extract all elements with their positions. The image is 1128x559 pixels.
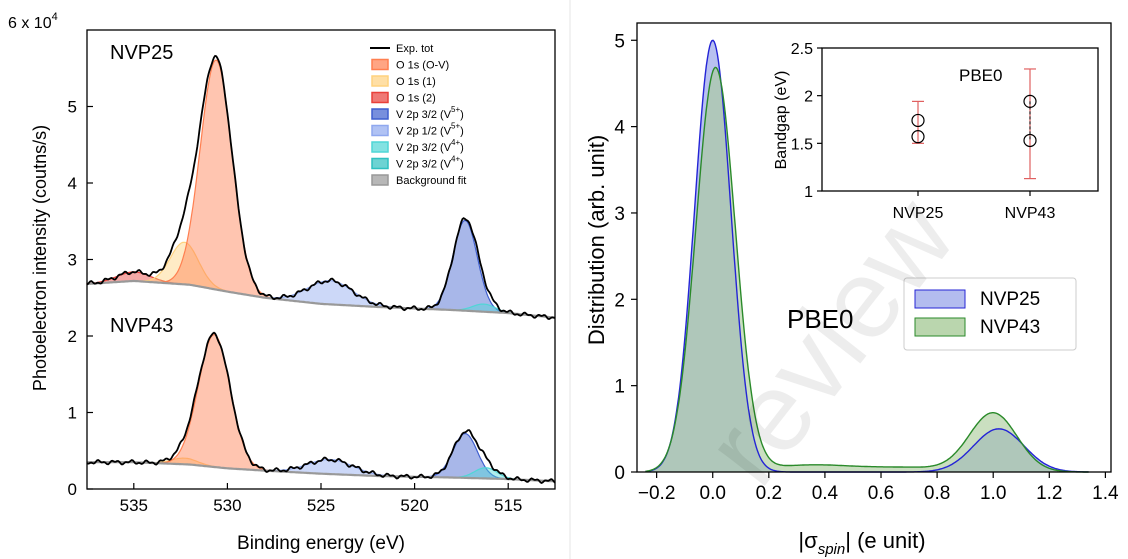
distribution-y-tick-label: 1 [614,377,625,398]
xps-exp-total-nvp25 [86,54,556,320]
xps-panel: 535 530 525 520 515 0 1 2 3 4 5 6 x 104 Binding e… [8,11,556,554]
xps-x-tick-label: 515 [494,496,522,515]
xps-background-nvp43 [87,461,556,483]
xps-legend-swatch [371,157,389,170]
xps-y-tick-label: 5 [68,98,77,117]
xps-legend-swatch [371,174,389,186]
xps-exp-total-nvp43 [86,331,556,485]
xps-legend-swatch [371,58,389,71]
legend-label-nvp25: NVP25 [980,289,1040,310]
distribution-annotation-pbe0: PBE0 [787,304,854,334]
inset-y-tick-label: 1 [804,184,813,201]
distribution-line-nvp43 [645,66,1089,473]
distribution-panel: −0.2 0.0 0.2 0.4 0.6 0.8 1.0 1.2 1.4 0 1 2 3 4 5 |σsp… [584,22,1119,558]
inset-marks [911,68,1037,196]
distribution-x-tick-label: 0.2 [756,483,782,504]
inset-x-tick-nvp25: NVP25 [893,205,944,222]
inset-y-axis-label: Bandgap (eV) [773,71,790,170]
xps-legend-label: O 1s (2) [396,93,436,105]
xps-legend-swatch [371,141,389,153]
inset-point [911,113,925,128]
distribution-legend: NVP25 NVP43 [903,277,1077,351]
xps-legend-swatch [371,108,389,120]
distribution-x-tick-label: 0.0 [700,483,726,504]
xps-y-multiplier: 6 x 104 [8,11,58,32]
distribution-x-tick-label: 1.2 [1036,483,1062,504]
xps-legend-swatch [371,91,389,104]
xps-legend-swatch [371,75,389,87]
distribution-y-tick-label: 4 [614,118,625,139]
legend-label-nvp43: NVP43 [980,317,1040,338]
distribution-x-tick-label: 1.4 [1092,483,1119,504]
xps-legend-label: V 2p 3/2 (V4+) [396,138,464,154]
xps-legend-label: Background fit [396,175,466,187]
xps-x-axis-label: Binding energy (eV) [237,533,405,554]
xps-x-tick-label: 520 [400,496,428,515]
inset-y-tick-label: 2.5 [791,41,813,58]
distribution-x-axis-label: |σspin| (e unit) [798,528,925,558]
legend-swatch-nvp43 [914,317,966,337]
distribution-x-ticks: −0.2 0.0 0.2 0.4 0.6 0.8 1.0 1.2 1.4 [638,472,1119,504]
distribution-y-tick-label: 0 [614,463,625,484]
distribution-x-tick-label: 0.8 [924,483,950,504]
inset-frame [821,47,1099,192]
distribution-y-tick-label: 2 [614,290,625,311]
xps-peak-nvp25-4 [422,219,508,314]
inset-y-ticks: 1 1.5 2 2.5 [791,41,822,201]
xps-legend-label: V 2p 1/2 (V5+) [396,122,464,138]
inset-y-tick-label: 2 [804,89,813,106]
distribution-x-tick-label: −0.2 [638,483,676,504]
inset-point [1023,133,1037,148]
inset-y-tick-label: 1.5 [791,136,813,153]
distribution-x-tick-label: 0.4 [812,483,839,504]
distribution-y-tick-label: 5 [614,31,625,52]
xps-x-tick-label: 530 [213,496,241,515]
xps-legend-label: O 1s (O-V) [396,60,449,72]
xps-y-tick-label: 4 [68,174,77,193]
xps-background-nvp25 [86,279,556,319]
distribution-y-ticks: 0 1 2 3 4 5 [614,31,637,484]
distribution-x-tick-label: 0.6 [868,483,894,504]
xps-y-tick-label: 1 [68,404,77,423]
distribution-y-tick-label: 3 [614,204,625,225]
legend-swatch-nvp25 [914,289,966,309]
xps-y-tick-label: 0 [68,480,77,499]
distribution-plot-frame [636,22,1112,473]
inset-point [1023,94,1037,108]
xps-plot-frame [86,29,556,490]
bandgap-inset: 1 1.5 2 2.5 NVP25 NVP43 Bandgap (eV) PBE0 [773,41,1099,222]
xps-legend-label: V 2p 3/2 (V4+) [396,155,464,171]
xps-x-ticks: 535 530 525 520 515 [120,483,522,515]
xps-y-ticks: 0 1 2 3 4 5 [68,98,93,499]
xps-x-tick-label: 525 [307,496,335,515]
xps-y-tick-label: 3 [68,251,77,270]
xps-panel-label-nvp25: NVP25 [110,42,173,64]
xps-panel-label-nvp43: NVP43 [110,315,173,337]
distribution-fill-nvp43 [645,67,1089,473]
xps-legend-label: O 1s (1) [396,76,436,88]
inset-x-tick-nvp43: NVP43 [1005,205,1056,222]
distribution-y-axis-label: Distribution (arb. unit) [584,135,609,345]
inset-point [911,130,925,144]
distribution-x-tick-label: 1.0 [980,483,1006,504]
xps-legend-label: Exp. tot [396,43,433,55]
xps-y-tick-label: 2 [68,327,77,346]
xps-x-tick-label: 535 [120,496,148,515]
xps-y-axis-label: Photoelectron intensity (coutns/s) [30,125,50,391]
xps-lines [86,54,556,485]
inset-annotation-pbe0: PBE0 [959,66,1002,85]
xps-legend-label: V 2p 3/2 (V5+) [396,105,464,121]
xps-legend-swatch [371,124,389,137]
